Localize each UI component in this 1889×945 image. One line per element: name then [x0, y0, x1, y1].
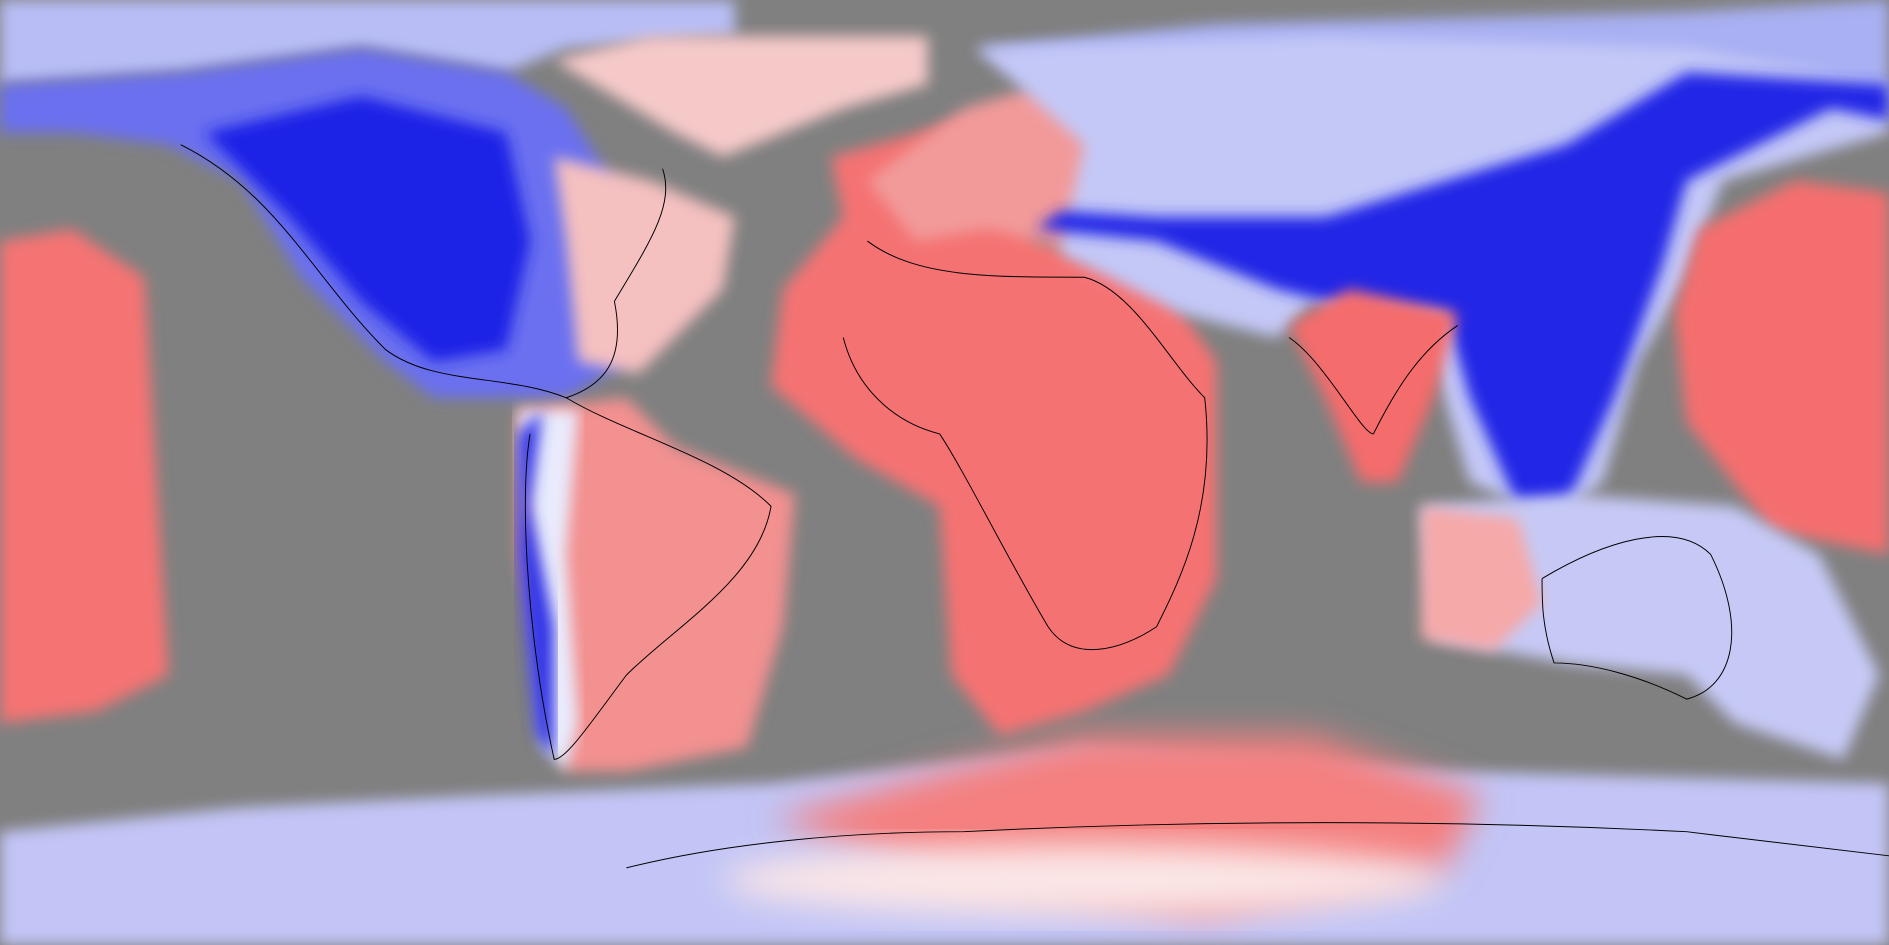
- andes-white: [518, 409, 579, 772]
- coast-australia: [1541, 536, 1733, 700]
- coast-antarctica: [626, 822, 1889, 869]
- india: [1289, 289, 1458, 483]
- pacific-east: [0, 229, 169, 724]
- antarctic-white: [722, 843, 1446, 917]
- coast-south-america: [524, 397, 772, 760]
- coast-africa: [842, 240, 1208, 650]
- australia: [1421, 494, 1880, 760]
- australia-west: [1421, 506, 1543, 651]
- north-america-core: [204, 96, 531, 362]
- arctic-west: [0, 0, 735, 85]
- greenland: [554, 36, 928, 157]
- andes-blue: [518, 409, 555, 760]
- south-america: [518, 397, 796, 772]
- atlantic-north: [554, 156, 735, 374]
- coast-north-america: [180, 144, 667, 399]
- coastlines: [180, 144, 1889, 869]
- coast-india: [1288, 325, 1458, 435]
- pacific-west: [1674, 180, 1889, 555]
- asia-band: [1036, 72, 1889, 507]
